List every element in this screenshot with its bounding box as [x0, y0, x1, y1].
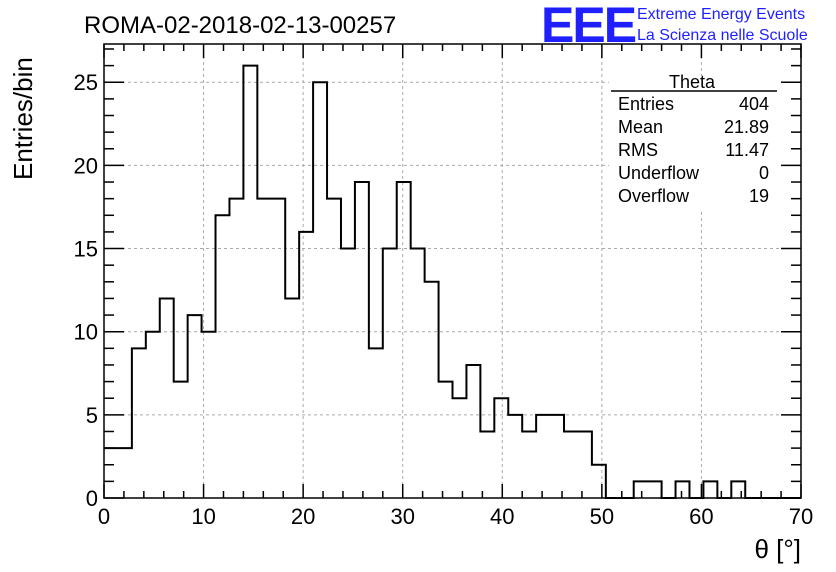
y-tick-label: 10 — [74, 320, 98, 345]
x-tick-label: 60 — [689, 504, 713, 529]
x-tick-labels: 0 10 20 30 40 50 60 70 — [98, 504, 813, 529]
x-tick-label: 40 — [490, 504, 514, 529]
y-tick-label: 5 — [86, 403, 98, 428]
stats-label: Entries — [618, 94, 674, 114]
stats-title: Theta — [669, 72, 716, 92]
eee-logo: EEE Extreme Energy Events La Scienza nel… — [541, 0, 808, 53]
y-tick-label: 20 — [74, 153, 98, 178]
stats-label: Underflow — [618, 163, 700, 183]
stats-value: 11.47 — [725, 140, 769, 160]
stats-value: 404 — [739, 94, 769, 114]
x-tick-label: 10 — [191, 504, 215, 529]
x-tick-label: 30 — [390, 504, 414, 529]
stats-box: Theta Entries 404 Mean 21.89 RMS 11.47 Underfl… — [609, 72, 779, 210]
stats-label: RMS — [618, 140, 658, 160]
histogram-step-line — [104, 64, 801, 499]
x-tick-label: 20 — [291, 504, 315, 529]
x-tick-label: 0 — [98, 504, 110, 529]
stats-rows: Entries 404 Mean 21.89 RMS 11.47 Underflow 0 Ove… — [618, 94, 769, 206]
x-tick-label: 70 — [789, 504, 813, 529]
gridlines — [104, 44, 801, 498]
y-tick-labels: 0 5 10 15 20 25 — [74, 70, 98, 511]
stats-value: 19 — [749, 186, 769, 206]
stats-label: Mean — [618, 117, 663, 137]
stats-value: 0 — [759, 163, 769, 183]
stats-value: 21.89 — [724, 117, 769, 137]
x-axis-label: θ [°] — [754, 534, 801, 564]
x-tick-label: 50 — [590, 504, 614, 529]
logo-line-1: Extreme Energy Events — [637, 6, 805, 23]
chart-title: ROMA-02-2018-02-13-00257 — [84, 12, 396, 39]
stats-label: Overflow — [618, 186, 690, 206]
y-tick-label: 15 — [74, 237, 98, 262]
y-tick-label: 0 — [86, 486, 98, 511]
y-tick-label: 25 — [74, 70, 98, 95]
logo-line-2: La Scienza nelle Scuole — [637, 27, 808, 44]
plot-frame — [103, 43, 802, 499]
y-axis-label: Entries/bin — [8, 57, 38, 180]
